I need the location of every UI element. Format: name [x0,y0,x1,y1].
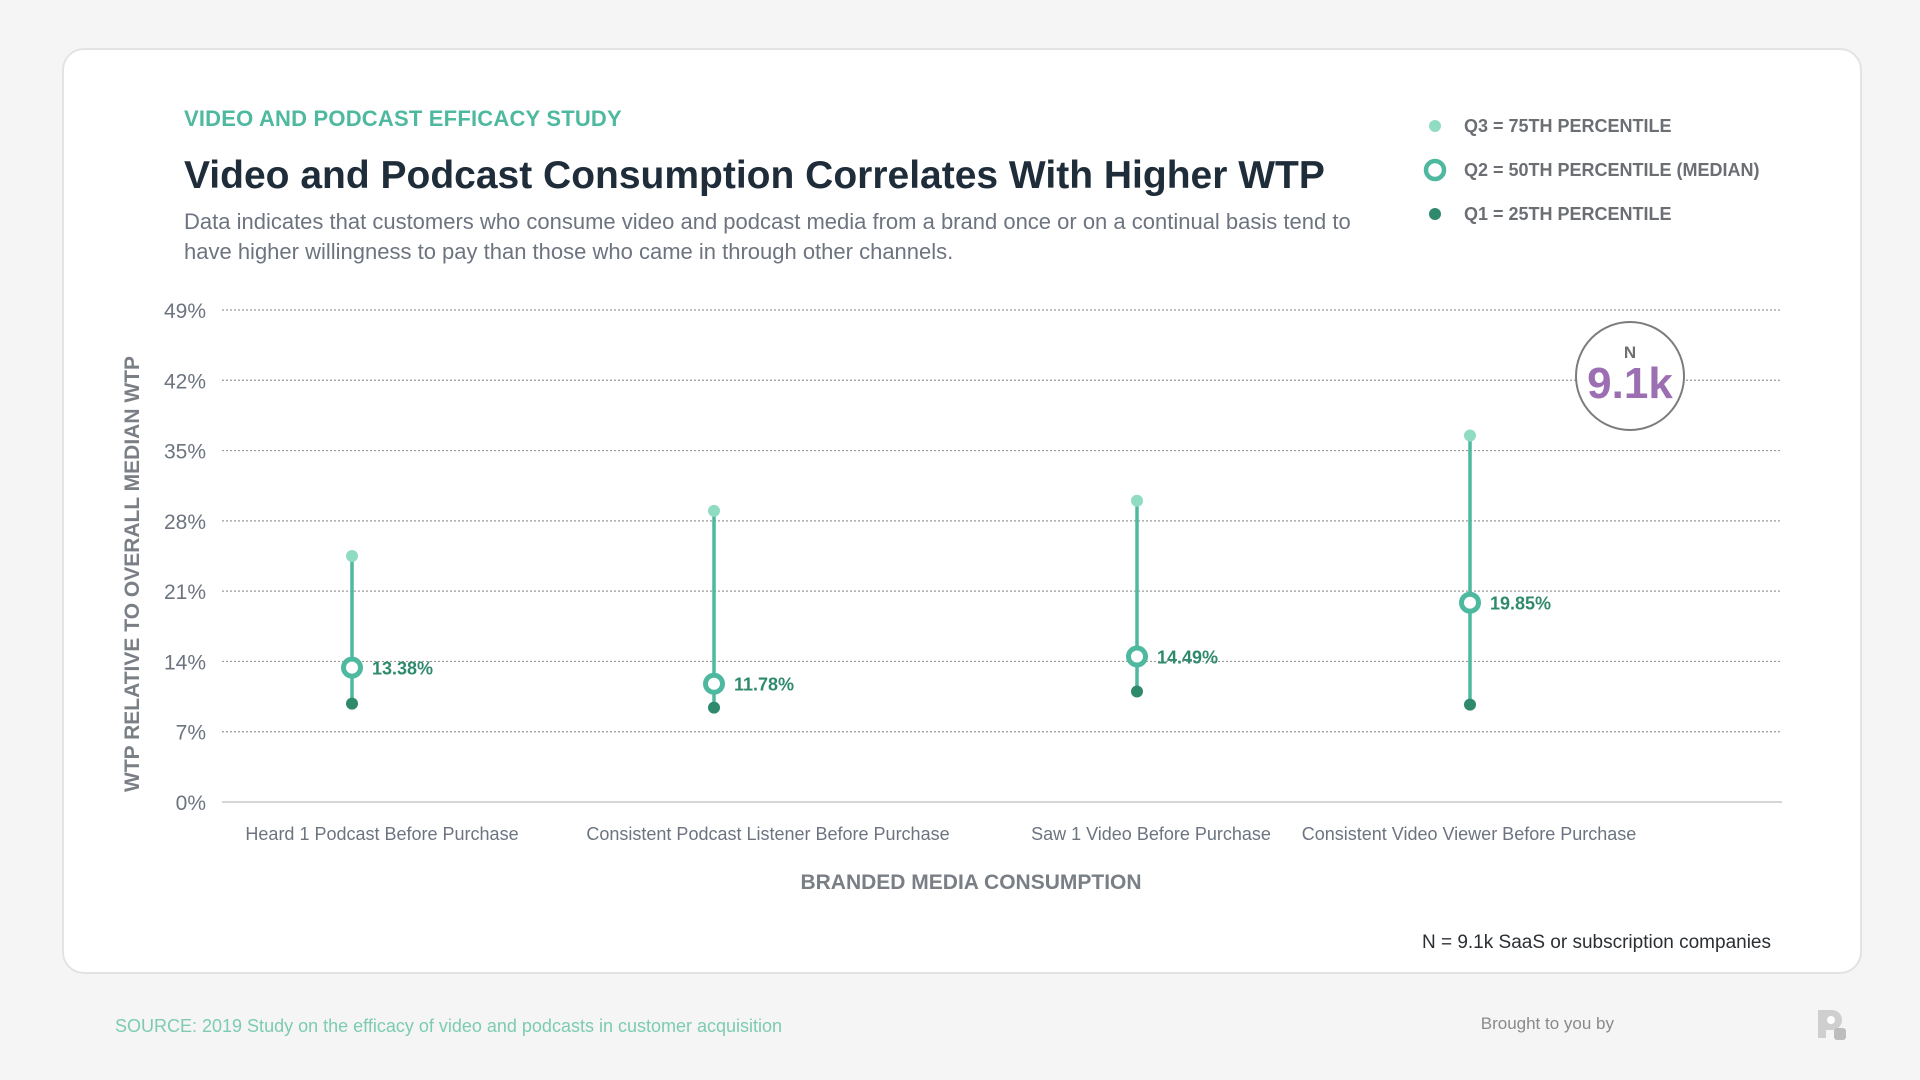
x-tick-label: Consistent Podcast Listener Before Purch… [586,824,949,844]
q1-point [1464,698,1476,711]
brand-logo-icon[interactable] [1812,1006,1848,1042]
dark-dot-icon [1429,208,1441,220]
y-tick-label: 7% [176,722,206,745]
badge-value: 9.1k [1587,359,1673,408]
q3-point [708,504,720,517]
q1-point [346,697,358,710]
study-eyebrow: VIDEO AND PODCAST EFFICACY STUDY [184,106,622,131]
legend-label: Q1 = 25TH PERCENTILE [1464,204,1672,224]
median-label: 19.85% [1490,594,1551,614]
y-tick-label: 49% [164,300,206,323]
median-point [1126,645,1148,668]
y-tick-label: 42% [164,370,206,393]
median-point [703,672,725,695]
legend-label: Q2 = 50TH PERCENTILE (MEDIAN) [1464,160,1760,180]
x-axis-label: BRANDED MEDIA CONSUMPTION [800,871,1141,894]
y-tick-label: 14% [164,651,206,674]
sample-footnote: N = 9.1k SaaS or subscription companies [1421,932,1771,953]
sample-size-badge [1575,321,1685,431]
credit-text: Brought to you by [1480,1014,1614,1033]
y-tick-label: 0% [176,792,206,815]
chart-title: Video and Podcast Consumption Correlates… [184,154,1325,197]
ring-icon [1423,158,1447,182]
x-tick-label: Saw 1 Video Before Purchase [1031,824,1271,844]
y-tick-label: 28% [164,511,206,534]
badge-label: N [1624,343,1636,362]
q3-point [346,550,358,562]
source-note: SOURCE: 2019 Study on the efficacy of vi… [115,1016,783,1036]
y-axis-label: WTP RELATIVE TO OVERALL MEDIAN WTP [121,356,144,792]
median-point [341,656,363,679]
q3-point [1131,494,1143,507]
median-label: 11.78% [734,675,794,695]
median-label: 13.38% [372,659,433,679]
chart-subtitle: Data indicates that customers who consum… [184,209,1351,264]
q3-point [1464,429,1476,442]
chart-card [62,48,1862,974]
median-point [1459,591,1481,614]
x-tick-label: Heard 1 Podcast Before Purchase [245,824,518,844]
y-tick-label: 35% [164,441,206,464]
q1-point [708,701,720,714]
x-tick-label: Consistent Video Viewer Before Purchase [1302,824,1637,844]
y-tick-label: 21% [164,581,206,604]
light-dot-icon [1429,120,1441,132]
median-label: 14.49% [1157,648,1218,668]
legend-label: Q3 = 75TH PERCENTILE [1464,116,1672,136]
q1-point [1131,685,1143,698]
